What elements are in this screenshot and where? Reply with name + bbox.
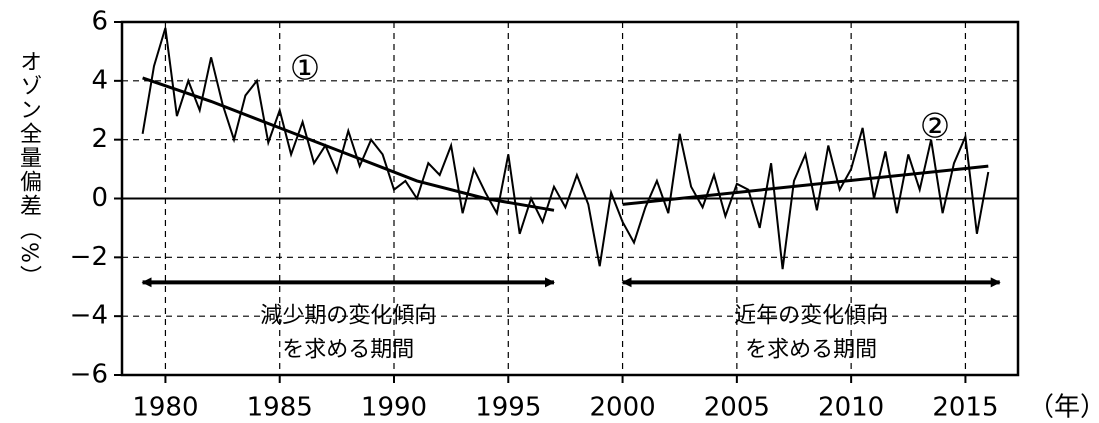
line: [141, 27, 990, 270]
period-label: を求める期間: [282, 337, 414, 362]
x-tick-label: 1990: [361, 393, 427, 423]
x-tick-label: 2005: [704, 393, 770, 423]
y-tick-label: 0: [91, 183, 108, 213]
line: [142, 76, 555, 212]
y-tick-label: 2: [91, 124, 108, 154]
x-tick-label: 1995: [475, 393, 541, 423]
x-tick-label: 2000: [589, 393, 655, 423]
x-tick-label: 1985: [247, 393, 313, 423]
y-axis-label: オゾン全量偏差（%）: [16, 50, 42, 289]
period-label: を求める期間: [745, 337, 877, 362]
x-tick-label: 2015: [932, 393, 998, 423]
period-label: 近年の変化傾向: [734, 303, 888, 328]
y-tick-label: −4: [70, 301, 108, 331]
x-tick-label: 2010: [818, 393, 884, 423]
annotation: ②: [920, 107, 950, 147]
annotation: ①: [290, 49, 320, 89]
y-tick-label: 4: [91, 65, 108, 95]
line: [622, 164, 989, 206]
x-unit: （年）: [1028, 393, 1099, 423]
y-tick-label: −2: [70, 242, 108, 272]
period-label: 減少期の変化傾向: [260, 303, 436, 328]
plot-frame: [120, 20, 1020, 377]
x-tick-label: 1980: [132, 393, 198, 423]
y-tick-label: 6: [91, 7, 108, 37]
y-tick-label: −6: [70, 360, 108, 390]
